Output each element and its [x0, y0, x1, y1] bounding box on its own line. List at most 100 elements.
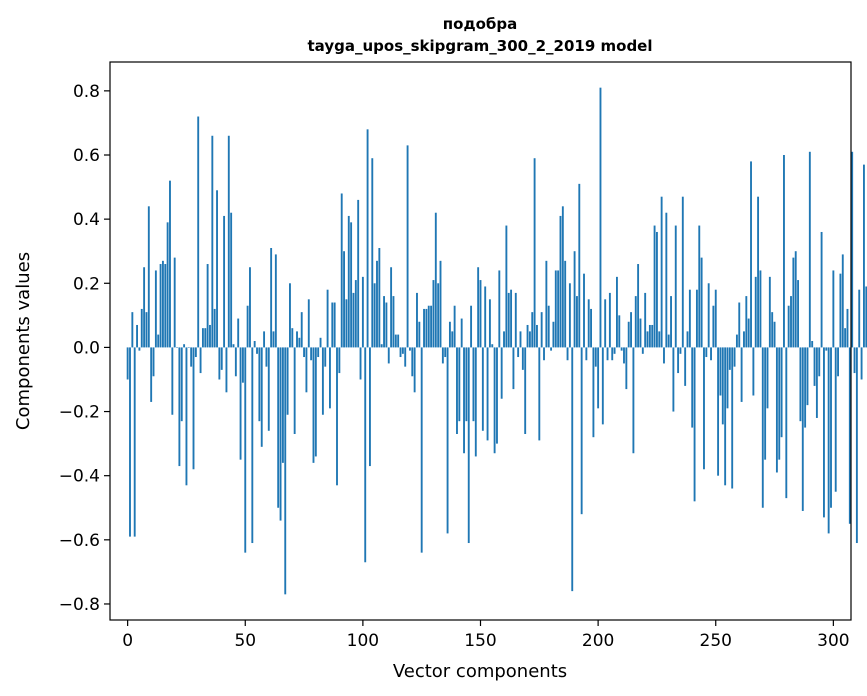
- bar: [860, 347, 863, 380]
- bar: [592, 347, 595, 438]
- bar: [152, 347, 155, 377]
- bar: [606, 347, 609, 361]
- bar: [768, 276, 771, 348]
- bar: [187, 347, 190, 348]
- bar: [347, 215, 350, 348]
- bar: [771, 312, 774, 348]
- bar: [559, 215, 562, 348]
- bar: [491, 344, 494, 348]
- bar: [477, 267, 480, 348]
- bar: [136, 324, 138, 348]
- bar: [237, 318, 240, 348]
- bar: [670, 296, 672, 348]
- bar: [474, 347, 477, 457]
- bar: [576, 296, 578, 348]
- bar: [206, 264, 209, 348]
- bar: [147, 206, 150, 348]
- bar: [126, 347, 129, 380]
- bar: [453, 305, 456, 348]
- bar: [406, 145, 409, 348]
- bar: [345, 299, 348, 348]
- bar: [293, 347, 296, 434]
- bar: [496, 347, 498, 444]
- bar: [390, 267, 393, 348]
- bar: [272, 331, 275, 348]
- bar: [823, 347, 825, 518]
- bar: [169, 180, 171, 348]
- bar: [811, 341, 814, 348]
- bar: [281, 347, 284, 463]
- bar: [416, 292, 418, 348]
- bar: [571, 347, 574, 592]
- bar: [256, 347, 258, 354]
- chart-title: подобра: [443, 15, 517, 33]
- bar: [154, 270, 157, 348]
- bar: [194, 347, 197, 358]
- bar: [159, 264, 162, 348]
- bar: [616, 276, 618, 348]
- bar: [827, 347, 830, 534]
- bar: [232, 344, 235, 348]
- bar: [646, 331, 649, 348]
- bar: [524, 347, 527, 434]
- bar: [354, 280, 357, 348]
- bar: [324, 347, 327, 367]
- bar: [561, 206, 564, 348]
- bar: [413, 347, 416, 393]
- bar: [517, 347, 520, 358]
- bar: [484, 286, 487, 348]
- bar: [246, 305, 249, 348]
- bar: [498, 270, 501, 348]
- bar: [366, 129, 369, 348]
- x-tick-label: 100: [347, 631, 379, 651]
- bar: [759, 270, 762, 348]
- bar: [392, 296, 395, 348]
- bar: [138, 347, 141, 351]
- bar: [855, 347, 858, 544]
- bar: [660, 196, 663, 348]
- bar: [834, 347, 837, 492]
- bar: [404, 347, 407, 367]
- bar: [686, 331, 689, 348]
- bar: [658, 331, 661, 348]
- bar: [740, 347, 743, 402]
- bar: [735, 334, 738, 348]
- bar: [679, 347, 682, 354]
- bar: [792, 257, 795, 348]
- bar: [733, 347, 736, 367]
- bar: [526, 324, 529, 348]
- bar: [307, 299, 310, 348]
- bar: [131, 312, 134, 348]
- bar: [439, 260, 442, 348]
- bar: [677, 347, 680, 374]
- bar: [698, 225, 701, 348]
- bar: [340, 193, 343, 348]
- bar: [618, 315, 621, 348]
- bar: [707, 283, 710, 348]
- bar: [519, 331, 522, 348]
- bar: [140, 308, 143, 348]
- bar: [780, 347, 783, 438]
- bar: [218, 347, 221, 380]
- bar: [620, 347, 623, 351]
- bar: [844, 328, 847, 348]
- bar: [801, 347, 804, 511]
- bar: [143, 267, 146, 348]
- bar: [333, 302, 336, 348]
- bar: [590, 308, 592, 348]
- y-tick-label: 0.6: [73, 146, 100, 166]
- bar: [625, 347, 628, 390]
- bar: [479, 280, 482, 348]
- bar: [837, 347, 839, 377]
- bar: [825, 347, 828, 351]
- bar: [244, 347, 247, 553]
- bar: [672, 347, 675, 412]
- bar: [201, 328, 204, 348]
- bar: [418, 321, 421, 348]
- x-axis-ticks: 0 50 100 150 200 250 300: [122, 620, 850, 651]
- bar: [380, 344, 383, 348]
- bar: [173, 257, 176, 348]
- bar: [364, 347, 367, 563]
- bar: [357, 199, 360, 348]
